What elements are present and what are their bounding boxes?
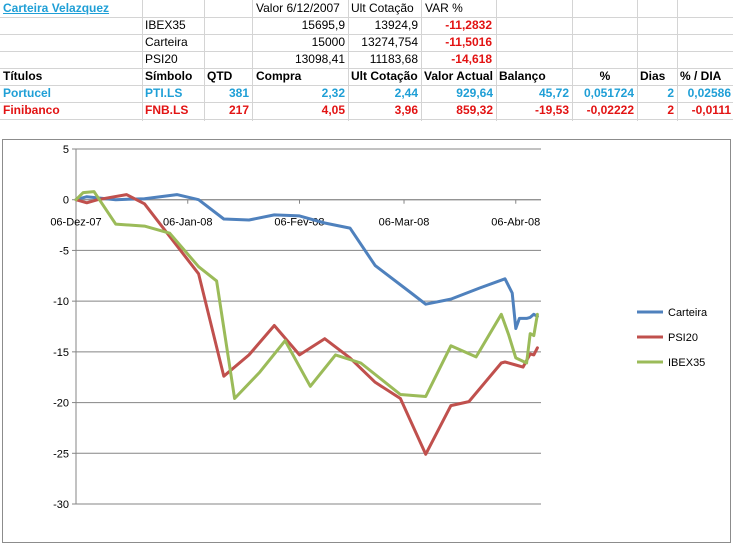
legend-label-ibex35[interactable]: IBEX35 bbox=[668, 357, 705, 369]
x-tick-label: 06-Fev-08 bbox=[274, 217, 324, 229]
col-header-qtd[interactable]: QTD bbox=[207, 69, 233, 83]
row-simbolo[interactable]: PTI.LS bbox=[145, 86, 183, 100]
embedded-line-chart[interactable]: 5 0 -5 -10 -15 -20 -25 -30 06-Dez-07 06-Jan-08 06-… bbox=[2, 139, 731, 543]
summary-header-valor[interactable]: Valor 6/12/2007 bbox=[256, 1, 340, 15]
summary-var[interactable]: -11,5016 bbox=[445, 35, 492, 49]
row-pct[interactable]: -0,02222 bbox=[586, 103, 634, 117]
y-tick-label: -15 bbox=[53, 347, 69, 359]
chart-gridlines bbox=[76, 148, 541, 505]
col-header-titulos[interactable]: Títulos bbox=[3, 69, 43, 83]
summary-var[interactable]: -11,2832 bbox=[445, 18, 492, 32]
y-tick-label: -25 bbox=[53, 448, 69, 460]
col-header-simbolo[interactable]: Símbolo bbox=[145, 69, 193, 83]
x-tick-label: 06-Dez-07 bbox=[50, 217, 101, 229]
row-divider bbox=[0, 102, 733, 103]
summary-header-var[interactable]: VAR % bbox=[425, 1, 463, 15]
summary-name[interactable]: PSI20 bbox=[145, 52, 178, 66]
sheet-title-link[interactable]: Carteira Velazquez bbox=[3, 1, 110, 15]
spreadsheet-area: Carteira Velazquez Valor 6/12/2007 Ult C… bbox=[0, 0, 733, 121]
col-header-balanco[interactable]: Balanço bbox=[499, 69, 546, 83]
y-tick-label: -5 bbox=[59, 245, 69, 257]
row-titulo[interactable]: Portucel bbox=[3, 86, 52, 100]
row-simbolo[interactable]: FNB.LS bbox=[145, 103, 189, 117]
row-pct-dia[interactable]: 0,02586 bbox=[687, 86, 731, 100]
y-tick-label: -10 bbox=[53, 296, 69, 308]
series-line-psi20 bbox=[74, 193, 539, 456]
summary-name[interactable]: IBEX35 bbox=[145, 18, 186, 32]
row-ult[interactable]: 3,96 bbox=[394, 103, 418, 117]
row-titulo[interactable]: Finibanco bbox=[3, 103, 60, 117]
col-header-valor[interactable]: Valor Actual bbox=[424, 69, 493, 83]
chart-canvas: 5 0 -5 -10 -15 -20 -25 -30 06-Dez-07 06-Jan-08 06-… bbox=[50, 144, 708, 511]
row-compra[interactable]: 2,32 bbox=[321, 86, 345, 100]
chart-series bbox=[74, 190, 539, 456]
row-balanco[interactable]: 45,72 bbox=[538, 86, 569, 100]
x-tick-label: 06-Jan-08 bbox=[163, 217, 213, 229]
summary-valor[interactable]: 15000 bbox=[311, 35, 345, 49]
col-header-compra[interactable]: Compra bbox=[256, 69, 302, 83]
column-divider bbox=[348, 0, 349, 121]
summary-name[interactable]: Carteira bbox=[145, 35, 188, 49]
column-divider bbox=[142, 0, 143, 121]
column-divider bbox=[677, 0, 678, 121]
row-balanco[interactable]: -19,53 bbox=[534, 103, 569, 117]
legend-label-carteira[interactable]: Carteira bbox=[668, 307, 708, 319]
row-valor[interactable]: 929,64 bbox=[456, 86, 493, 100]
summary-ult[interactable]: 11183,68 bbox=[369, 52, 418, 66]
row-dias[interactable]: 2 bbox=[667, 86, 674, 100]
column-divider bbox=[496, 0, 497, 121]
row-divider bbox=[0, 34, 733, 35]
column-divider bbox=[421, 0, 422, 121]
x-tick-label: 06-Mar-08 bbox=[379, 217, 430, 229]
series-line-ibex35 bbox=[74, 190, 539, 400]
row-divider bbox=[0, 68, 733, 69]
series-line-carteira bbox=[74, 193, 539, 330]
summary-ult[interactable]: 13274,754 bbox=[361, 35, 418, 49]
y-tick-label: 0 bbox=[63, 195, 69, 207]
row-pct[interactable]: 0,051724 bbox=[583, 86, 634, 100]
chart-axes: 5 0 -5 -10 -15 -20 -25 -30 06-Dez-07 06-Jan-08 06-… bbox=[50, 144, 541, 511]
row-qtd[interactable]: 381 bbox=[228, 86, 249, 100]
row-pct-dia[interactable]: -0,0111 bbox=[691, 103, 731, 117]
summary-ult[interactable]: 13924,9 bbox=[374, 18, 418, 32]
row-qtd[interactable]: 217 bbox=[228, 103, 249, 117]
y-tick-label: 5 bbox=[63, 144, 69, 156]
chart-legend[interactable]: Carteira PSI20 IBEX35 bbox=[637, 307, 708, 369]
row-compra[interactable]: 4,05 bbox=[321, 103, 345, 117]
row-dias[interactable]: 2 bbox=[667, 103, 674, 117]
y-tick-label: -20 bbox=[53, 398, 69, 410]
summary-valor[interactable]: 13098,41 bbox=[294, 52, 345, 66]
col-header-pct-dia[interactable]: % / DIA bbox=[680, 69, 722, 83]
row-divider bbox=[0, 85, 733, 86]
col-header-ult[interactable]: Ult Cotação bbox=[351, 69, 418, 83]
row-ult[interactable]: 2,44 bbox=[394, 86, 418, 100]
legend-label-psi20[interactable]: PSI20 bbox=[668, 332, 698, 344]
row-divider bbox=[0, 119, 733, 120]
column-divider bbox=[572, 0, 573, 121]
col-header-dias[interactable]: Dias bbox=[640, 69, 666, 83]
col-header-pct[interactable]: % bbox=[599, 69, 611, 83]
column-divider bbox=[252, 0, 253, 121]
y-tick-label: -30 bbox=[53, 499, 69, 511]
row-divider bbox=[0, 17, 733, 18]
summary-var[interactable]: -14,618 bbox=[451, 52, 492, 66]
summary-valor[interactable]: 15695,9 bbox=[301, 18, 345, 32]
row-valor[interactable]: 859,32 bbox=[456, 103, 493, 117]
row-divider bbox=[0, 51, 733, 52]
summary-header-ult[interactable]: Ult Cotação bbox=[351, 1, 414, 15]
column-divider bbox=[204, 0, 205, 121]
column-divider bbox=[637, 0, 638, 121]
x-tick-label: 06-Abr-08 bbox=[491, 217, 540, 229]
